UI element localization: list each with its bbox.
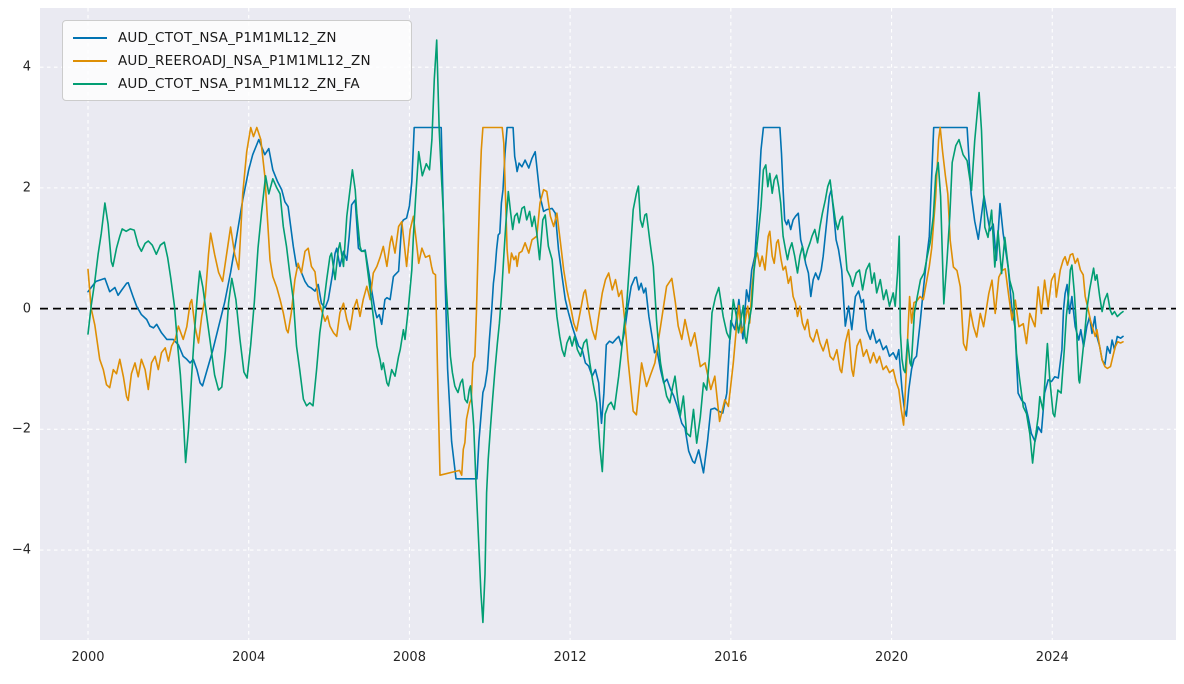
legend-line-swatch (73, 36, 107, 39)
legend-line-swatch (73, 59, 107, 62)
legend-item: AUD_CTOT_NSA_P1M1ML12_ZN (73, 28, 401, 47)
x-tick-label: 2008 (392, 650, 426, 665)
legend-line-swatch (73, 82, 107, 85)
x-tick-label: 2012 (553, 650, 587, 665)
chart-svg (40, 8, 1176, 640)
y-tick-label: 2 (22, 180, 31, 196)
legend: AUD_CTOT_NSA_P1M1ML12_ZN AUD_REEROADJ_NS… (62, 20, 412, 101)
x-tick-label: 2020 (875, 650, 909, 665)
legend-item-label: AUD_CTOT_NSA_P1M1ML12_ZN_FA (118, 75, 360, 92)
series-line-0 (87, 126, 1124, 480)
y-tick-label: 4 (22, 59, 31, 75)
legend-item: AUD_REEROADJ_NSA_P1M1ML12_ZN (73, 51, 401, 70)
y-tick-label: 0 (22, 301, 31, 317)
y-tick-label: −4 (11, 542, 31, 558)
x-tick-label: 2024 (1035, 650, 1069, 665)
legend-item-label: AUD_REEROADJ_NSA_P1M1ML12_ZN (118, 52, 371, 69)
x-tick-label: 2000 (71, 650, 105, 665)
x-tick-label: 2004 (232, 650, 266, 665)
x-tick-label: 2016 (714, 650, 748, 665)
series-line-2 (87, 39, 1124, 624)
y-tick-label: −2 (11, 421, 31, 437)
legend-item-label: AUD_CTOT_NSA_P1M1ML12_ZN (118, 29, 337, 46)
legend-item: AUD_CTOT_NSA_P1M1ML12_ZN_FA (73, 74, 401, 93)
series-line-1 (87, 126, 1124, 477)
plot-area: AUD_CTOT_NSA_P1M1ML12_ZN AUD_REEROADJ_NS… (40, 8, 1176, 640)
